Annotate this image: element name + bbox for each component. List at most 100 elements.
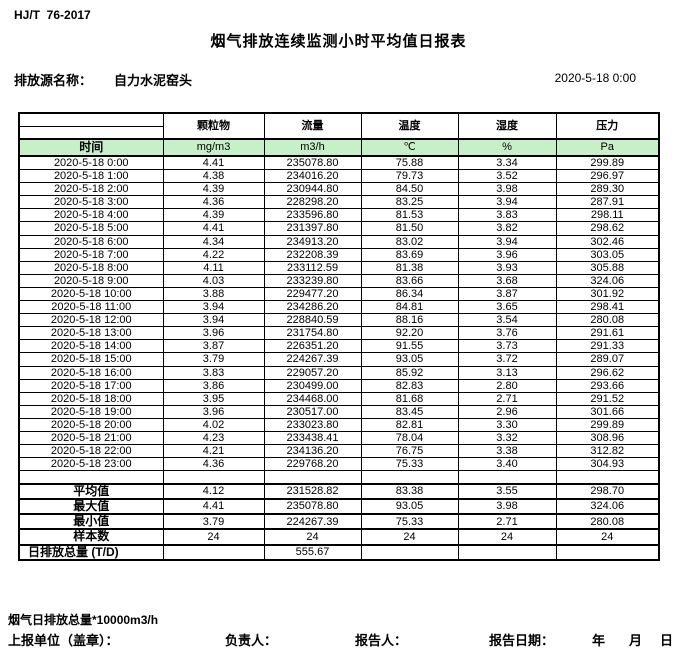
summary-value-temperature: 24 bbox=[360, 528, 459, 546]
time-cell: 2020-5-18 21:00 bbox=[18, 430, 164, 446]
summary-row-average: 平均值 4.12 231528.82 83.38 3.55 298.70 bbox=[18, 482, 660, 500]
value-cell-humidity: 3.94 bbox=[457, 234, 557, 249]
value-cell-pressure: 324.06 bbox=[555, 273, 660, 288]
value-cell-humidity: 2.71 bbox=[457, 391, 557, 406]
table-row: 2020-5-18 21:00 4.23 233438.41 78.04 3.32 308… bbox=[18, 430, 660, 446]
table-row: 2020-5-18 13:00 3.96 231754.80 92.20 3.76 291… bbox=[18, 326, 660, 341]
value-cell-temperature: 81.38 bbox=[360, 260, 459, 275]
value-cell-particulate: 3.87 bbox=[162, 339, 265, 354]
value-cell-pressure: 304.93 bbox=[555, 457, 660, 472]
corner-cell-bottom bbox=[18, 125, 164, 140]
summary-label-average: 平均值 bbox=[18, 482, 164, 500]
table-head: 颗粒物 流量 温度 湿度 压力 时间 mg/m3 m3/h ℃% Pa bbox=[18, 112, 660, 157]
value-cell-particulate: 4.36 bbox=[162, 457, 265, 472]
value-cell-pressure: 312.82 bbox=[555, 444, 660, 459]
value-cell-temperature: 81.68 bbox=[360, 391, 459, 406]
value-cell-flow: 232208.39 bbox=[263, 247, 362, 262]
value-cell-pressure: 293.66 bbox=[555, 378, 660, 393]
signature-line: 上报单位（盖章）： 负责人： 报告人： 报告日期： 年 月 日 bbox=[8, 630, 673, 648]
summary-value-flow: 24 bbox=[263, 528, 362, 546]
value-cell-flow: 230944.80 bbox=[263, 182, 362, 197]
table-row: 2020-5-18 7:00 4.22 232208.39 83.69 3.96 303.… bbox=[18, 247, 660, 262]
time-cell: 2020-5-18 2:00 bbox=[18, 182, 164, 197]
time-cell: 2020-5-18 6:00 bbox=[18, 234, 164, 249]
time-cell: 2020-5-18 12:00 bbox=[18, 313, 164, 328]
table-row: 2020-5-18 15:00 3.79 224267.39 93.05 3.72 289… bbox=[18, 352, 660, 367]
table-row: 2020-5-18 5:00 4.41 231397.80 81.50 3.82 298.… bbox=[18, 221, 660, 236]
value-cell-particulate: 4.39 bbox=[162, 208, 265, 223]
table-row: 2020-5-18 11:00 3.94 234286.20 84.81 3.65 298… bbox=[18, 300, 660, 315]
doc-code: HJ/T 76-2017 bbox=[14, 8, 91, 22]
value-cell-flow: 230517.00 bbox=[263, 404, 362, 419]
value-cell-temperature: 75.33 bbox=[360, 457, 459, 472]
spacer-cell bbox=[263, 470, 362, 485]
value-cell-pressure: 291.52 bbox=[555, 391, 660, 406]
value-cell-particulate: 4.03 bbox=[162, 273, 265, 288]
value-cell-particulate: 4.38 bbox=[162, 169, 265, 184]
value-cell-pressure: 302.46 bbox=[555, 234, 660, 249]
value-cell-temperature: 88.16 bbox=[360, 313, 459, 328]
page-title: 烟气排放连续监测小时平均值日报表 bbox=[210, 33, 467, 50]
value-cell-humidity: 3.32 bbox=[457, 430, 557, 446]
value-cell-flow: 234913.20 bbox=[263, 234, 362, 249]
table-row: 2020-5-18 6:00 4.34 234913.20 83.02 3.94 302.… bbox=[18, 234, 660, 249]
reporter-label: 报告人： bbox=[355, 633, 408, 648]
table-row: 2020-5-18 17:00 3.86 230499.00 82.83 2.80 293… bbox=[18, 378, 660, 393]
summary-value-humidity: 3.55 bbox=[457, 482, 557, 500]
value-cell-pressure: 296.62 bbox=[555, 365, 660, 380]
summary-row-minimum: 最小值 3.79 224267.39 75.33 2.71 280.08 bbox=[18, 513, 660, 531]
time-cell: 2020-5-18 16:00 bbox=[18, 365, 164, 380]
column-header-flow: 流量 bbox=[263, 112, 362, 140]
table-row: 2020-5-18 1:00 4.38 234016.20 79.73 3.52 296.… bbox=[18, 169, 660, 184]
summary-value-pressure: 280.08 bbox=[555, 513, 660, 531]
value-cell-particulate: 3.83 bbox=[162, 365, 265, 380]
value-cell-pressure: 296.97 bbox=[555, 169, 660, 184]
value-cell-flow: 234468.00 bbox=[263, 391, 362, 406]
time-cell: 2020-5-18 7:00 bbox=[18, 247, 164, 262]
time-cell: 2020-5-18 20:00 bbox=[18, 417, 164, 432]
summary-label-minimum: 最小值 bbox=[18, 513, 164, 531]
value-cell-flow: 228840.59 bbox=[263, 313, 362, 328]
table-row: 2020-5-18 4:00 4.39 233596.80 81.53 3.83 298.… bbox=[18, 208, 660, 223]
value-cell-flow: 224267.39 bbox=[263, 352, 362, 367]
spacer-cell bbox=[457, 470, 557, 485]
table-row: 2020-5-18 10:00 3.88 229477.20 86.34 3.87 301… bbox=[18, 286, 660, 302]
unit-flow: m3/h bbox=[263, 138, 362, 157]
value-cell-particulate: 3.96 bbox=[162, 404, 265, 419]
value-cell-particulate: 3.94 bbox=[162, 313, 265, 328]
spacer-cell bbox=[18, 470, 164, 485]
value-cell-temperature: 83.66 bbox=[360, 273, 459, 288]
summary-value-pressure: 324.06 bbox=[555, 497, 660, 516]
value-cell-temperature: 82.83 bbox=[360, 378, 459, 393]
value-cell-particulate: 4.41 bbox=[162, 155, 265, 171]
manager-label: 负责人： bbox=[225, 633, 278, 648]
time-cell: 2020-5-18 9:00 bbox=[18, 273, 164, 288]
summary-value-temperature: 83.38 bbox=[360, 482, 459, 500]
column-header-particulate: 颗粒物 bbox=[162, 112, 265, 140]
table-row: 2020-5-18 9:00 4.03 233239.80 83.66 3.68 324.… bbox=[18, 273, 660, 288]
value-cell-temperature: 83.25 bbox=[360, 195, 459, 210]
time-cell: 2020-5-18 18:00 bbox=[18, 391, 164, 406]
value-cell-particulate: 3.86 bbox=[162, 378, 265, 393]
value-cell-pressure: 298.11 bbox=[555, 208, 660, 223]
value-cell-flow: 231397.80 bbox=[263, 221, 362, 236]
column-header-temperature: 温度 bbox=[360, 112, 459, 140]
summary-value-particulate: 24 bbox=[162, 528, 265, 546]
spacer-cell bbox=[360, 470, 459, 485]
value-cell-humidity: 3.38 bbox=[457, 444, 557, 459]
time-cell: 2020-5-18 3:00 bbox=[18, 195, 164, 210]
value-cell-temperature: 84.81 bbox=[360, 300, 459, 315]
year-label: 年 bbox=[592, 633, 606, 648]
value-cell-humidity: 3.83 bbox=[457, 208, 557, 223]
value-cell-humidity: 3.76 bbox=[457, 326, 557, 341]
data-rows: 2020-5-18 0:00 4.41 235078.80 75.88 3.34 299.… bbox=[18, 155, 660, 472]
table-row: 2020-5-18 8:00 4.11 233112.59 81.38 3.93 305.… bbox=[18, 260, 660, 275]
time-cell: 2020-5-18 4:00 bbox=[18, 208, 164, 223]
summary-label-sample-count: 样本数 bbox=[18, 528, 164, 546]
summary-value-humidity: 24 bbox=[457, 528, 557, 546]
time-cell: 2020-5-18 22:00 bbox=[18, 444, 164, 459]
value-cell-pressure: 291.33 bbox=[555, 339, 660, 354]
value-cell-temperature: 84.50 bbox=[360, 182, 459, 197]
value-cell-pressure: 280.08 bbox=[555, 313, 660, 328]
value-cell-temperature: 86.34 bbox=[360, 286, 459, 302]
